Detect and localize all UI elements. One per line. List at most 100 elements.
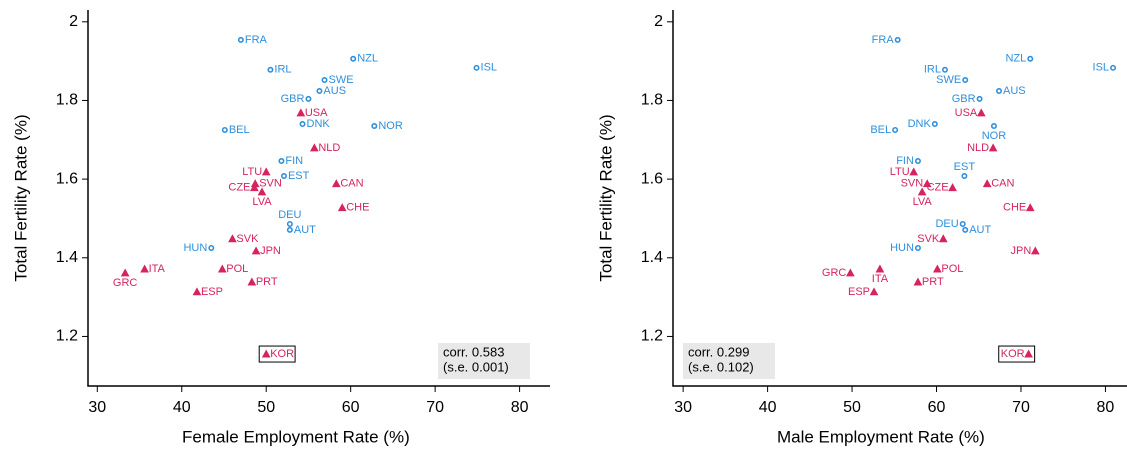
- y-tick-label: 1.4: [641, 249, 663, 266]
- point-label: CZE: [927, 182, 949, 194]
- point: [938, 234, 948, 243]
- point: [267, 66, 274, 73]
- point: [296, 108, 306, 117]
- point-label: KOR: [1001, 348, 1025, 360]
- point: [996, 88, 1003, 95]
- point: [305, 95, 312, 102]
- point-label: GRC: [113, 277, 138, 289]
- point-label: ESP: [201, 286, 223, 298]
- point-label: LTU: [242, 166, 262, 178]
- y-axis-label: Total Fertility Rate (%): [11, 114, 30, 281]
- point-label: GBR: [281, 93, 305, 105]
- point-label: EST: [954, 161, 976, 173]
- x-tick-label: 50: [257, 399, 275, 416]
- point-label: AUT: [294, 224, 316, 236]
- point: [869, 287, 879, 296]
- point-label: CAN: [991, 178, 1014, 190]
- x-tick-label: 30: [88, 399, 106, 416]
- point: [917, 187, 927, 196]
- y-tick-label: 2: [654, 13, 663, 30]
- y-tick-label: 1.4: [56, 249, 78, 266]
- point: [922, 179, 932, 188]
- y-tick-label: 1.6: [641, 170, 663, 187]
- point: [1025, 203, 1035, 212]
- point: [278, 158, 285, 165]
- point: [909, 167, 919, 176]
- highlight-box: [258, 345, 296, 363]
- point-label: SWE: [328, 74, 353, 86]
- point: [914, 158, 921, 165]
- x-axis-label: Female Employment Rate (%): [182, 427, 410, 446]
- point-label: NZL: [357, 53, 378, 65]
- point: [976, 95, 983, 102]
- point: [894, 36, 901, 43]
- point: [251, 246, 261, 255]
- annotation: (s.e. 0.001): [443, 359, 509, 374]
- point-label: GRC: [822, 267, 847, 279]
- axis: [87, 10, 550, 387]
- point: [221, 126, 228, 133]
- point: [988, 143, 998, 152]
- point-label: DEU: [935, 218, 958, 230]
- point-label: NLD: [967, 142, 989, 154]
- point-label: NLD: [318, 142, 340, 154]
- annotation: corr. 0.299: [688, 344, 749, 359]
- point: [316, 88, 323, 95]
- x-tick-label: 80: [511, 399, 529, 416]
- point: [280, 172, 287, 179]
- point: [1110, 64, 1117, 71]
- point: [286, 226, 293, 233]
- point-label: KOR: [270, 348, 294, 360]
- x-tick-label: 30: [674, 399, 692, 416]
- point-label: GBR: [952, 93, 976, 105]
- point: [959, 220, 966, 227]
- point-label: FIN: [285, 155, 303, 167]
- point: [913, 277, 923, 286]
- point-label: PRT: [922, 276, 944, 288]
- point: [299, 121, 306, 128]
- point-label: IRL: [924, 64, 941, 76]
- point: [247, 277, 257, 286]
- point: [120, 268, 130, 277]
- x-tick-label: 60: [928, 399, 946, 416]
- x-tick-label: 40: [173, 399, 191, 416]
- point: [192, 287, 202, 296]
- point: [261, 167, 271, 176]
- y-axis-label: Total Fertility Rate (%): [596, 114, 615, 281]
- point-label: SWE: [936, 74, 961, 86]
- point-label: EST: [288, 170, 310, 182]
- x-tick-label: 60: [342, 399, 360, 416]
- point-label: IRL: [274, 64, 291, 76]
- y-tick-label: 1.2: [641, 328, 663, 345]
- point: [961, 172, 968, 179]
- point-label: LTU: [890, 166, 910, 178]
- point-label: USA: [955, 107, 978, 119]
- point-label: PRT: [256, 276, 278, 288]
- point-label: SVK: [917, 233, 940, 245]
- y-tick-label: 1.2: [56, 328, 78, 345]
- x-axis-label: Male Employment Rate (%): [777, 427, 985, 446]
- point-label: LVA: [913, 196, 933, 208]
- point-label: NOR: [982, 130, 1007, 142]
- point: [331, 179, 341, 188]
- point-label: SVN: [901, 178, 924, 190]
- x-tick-label: 70: [426, 399, 444, 416]
- point: [948, 183, 957, 192]
- point: [140, 264, 149, 273]
- point: [931, 121, 938, 128]
- point: [941, 66, 948, 73]
- point-label: DEU: [278, 209, 301, 221]
- point: [933, 264, 942, 273]
- point-label: ESP: [848, 286, 870, 298]
- point: [875, 264, 885, 273]
- point-label: SVK: [236, 233, 259, 245]
- point: [976, 108, 986, 117]
- point: [257, 187, 267, 196]
- point-label: AUS: [323, 85, 346, 97]
- point: [982, 179, 992, 188]
- y-tick-label: 1.6: [56, 170, 78, 187]
- point: [261, 349, 271, 358]
- point-label: BEL: [870, 124, 891, 136]
- point: [914, 244, 921, 251]
